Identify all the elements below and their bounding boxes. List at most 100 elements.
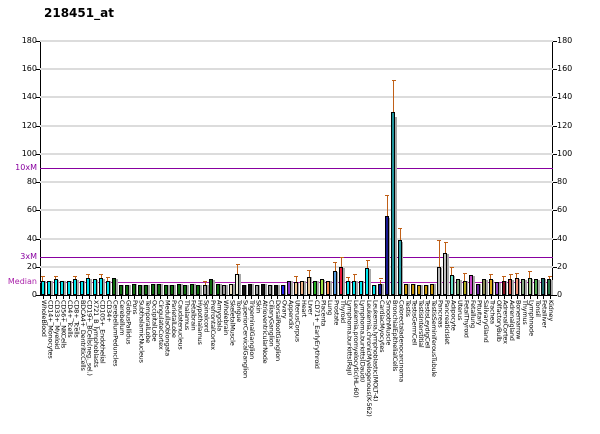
bar-group [118, 41, 125, 295]
x-tick [153, 295, 155, 299]
x-category-label: Adrenalgland [507, 300, 515, 341]
bar-group [449, 41, 456, 295]
x-category-label: Prostate [332, 300, 340, 326]
y-tick-label-right: 120 [557, 120, 573, 130]
error-bar-cap [99, 274, 104, 276]
error-bar-cap [235, 264, 240, 266]
bar-group [131, 41, 138, 295]
chart-title: 218451_at [44, 6, 114, 20]
bar [144, 285, 149, 295]
x-tick [62, 295, 64, 299]
x-tick [523, 295, 525, 299]
error-bar [204, 282, 206, 286]
x-tick [322, 295, 324, 299]
error-bar [438, 241, 440, 267]
bar [137, 285, 142, 295]
x-category-label: Lung [325, 300, 333, 316]
bar-group [53, 41, 60, 295]
replicate-bar [531, 278, 534, 295]
bar-group [170, 41, 177, 295]
replicate-bar [394, 117, 397, 295]
replicate-bar [109, 281, 112, 295]
x-tick [510, 295, 512, 299]
x-tick [238, 295, 240, 299]
y-tick-left [36, 125, 40, 127]
x-tick [114, 295, 116, 299]
x-category-label: Fetalbrain [189, 300, 197, 331]
x-tick [484, 295, 486, 299]
error-bar-cap [528, 271, 533, 273]
bar-group [339, 41, 345, 295]
bar [131, 283, 136, 295]
replicate-bar [232, 284, 235, 295]
x-category-label: Skin [254, 300, 262, 314]
x-category-label: TestisSeminiferousTubule [429, 300, 437, 377]
replicate-bar [492, 279, 495, 295]
bar [469, 275, 474, 295]
ref-line-label-3xM: 3xM [20, 251, 37, 261]
error-bar [42, 276, 44, 281]
replicate-bar [89, 278, 92, 295]
bar-group [163, 41, 170, 295]
y-tick-right [553, 210, 557, 212]
x-category-label: CingulateCortex [157, 300, 165, 350]
ref-line-3xM [40, 256, 553, 258]
y-tick-left [36, 182, 40, 184]
y-tick-right [553, 97, 557, 99]
x-tick [406, 295, 408, 299]
bar [202, 285, 207, 295]
y-tick-label-right: 40 [557, 233, 568, 243]
error-bar [87, 275, 89, 279]
x-tick [56, 295, 58, 299]
y-tick-label-left: 120 [21, 120, 37, 130]
x-tick [49, 295, 51, 299]
x-tick [302, 295, 304, 299]
x-category-label: TestisGermCell [410, 300, 418, 346]
x-category-label: PancreaticIslet [442, 300, 450, 345]
x-category-label: AtrioventricularNode [261, 300, 269, 364]
x-tick [400, 295, 402, 299]
replicate-bar [258, 285, 261, 295]
bar [66, 280, 71, 295]
x-category-label: FetalThyroid [462, 300, 470, 338]
ref-line-label-Median: Median [7, 277, 37, 287]
x-tick [95, 295, 97, 299]
bar [79, 280, 84, 295]
x-category-label: Pituitary [475, 300, 483, 326]
bar [358, 280, 363, 295]
bar-group [417, 41, 423, 295]
replicate-bar [381, 284, 384, 295]
replicate-bar [342, 267, 345, 295]
x-category-label: TrigeminalGanglion [248, 300, 256, 360]
replicate-bar [251, 284, 254, 295]
x-tick [173, 295, 175, 299]
x-category-label: X721_B_lymphoblasts [92, 300, 100, 368]
error-bar-cap [398, 227, 403, 229]
replicate-bar [128, 285, 131, 295]
error-bar [516, 273, 518, 279]
bar-group [469, 41, 475, 295]
bar [189, 283, 194, 295]
x-tick [69, 295, 71, 299]
bar-group [46, 41, 53, 295]
replicate-bar [70, 281, 73, 295]
x-category-label: Caudatenucleus [176, 300, 184, 350]
x-tick [134, 295, 136, 299]
bar [47, 280, 52, 295]
replicate-bar [57, 279, 60, 295]
x-tick [432, 295, 434, 299]
bar-group [40, 41, 47, 295]
y-tick-label-right: 0 [557, 290, 563, 299]
x-tick [277, 295, 279, 299]
bar [73, 279, 78, 295]
x-tick [530, 295, 532, 299]
x-category-label: CD19+_BCells(neg._sel.) [85, 300, 93, 376]
replicate-bar [135, 284, 138, 295]
gridline [40, 265, 553, 268]
error-bar-cap [294, 275, 299, 277]
bar [501, 280, 506, 295]
x-category-label: SubthalamicNucleus [137, 300, 145, 363]
x-category-label: Tongue [235, 300, 243, 323]
x-category-label: Lymphoma,burkitts(Daudi) [358, 300, 366, 383]
bar [280, 285, 285, 295]
